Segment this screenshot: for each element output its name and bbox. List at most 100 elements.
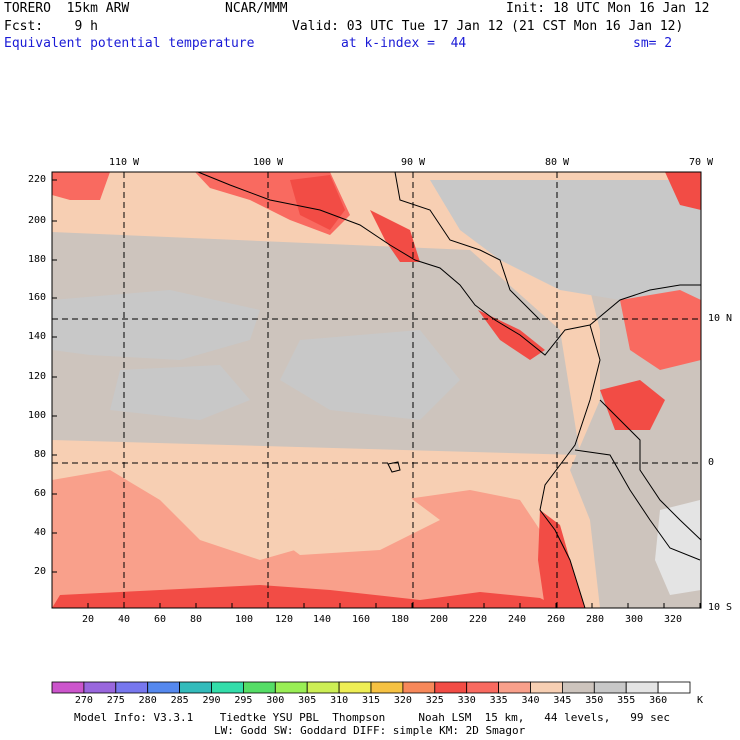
axis-ticks bbox=[52, 179, 701, 608]
x-tick: 80 bbox=[189, 614, 203, 625]
lon-label-70w: 70 W bbox=[688, 157, 714, 168]
colorbar-swatch bbox=[338, 681, 372, 694]
x-tick: 240 bbox=[507, 614, 527, 625]
x-tick: 220 bbox=[468, 614, 488, 625]
forecast-hour: Fcst: 9 h bbox=[4, 19, 98, 34]
field-north-red-1 bbox=[52, 172, 110, 200]
field-name: Equivalent potential temperature bbox=[4, 36, 255, 51]
colorbar-label: 280 bbox=[138, 695, 157, 706]
valid-time: Valid: 03 UTC Tue 17 Jan 12 (21 CST Mon … bbox=[292, 19, 684, 34]
colorbar-label: 300 bbox=[266, 695, 285, 706]
colorbar-swatch bbox=[179, 681, 212, 694]
lon-label-80w: 80 W bbox=[544, 157, 570, 168]
colorbar-swatch bbox=[370, 681, 404, 694]
x-tick: 140 bbox=[312, 614, 332, 625]
model-physics: LW: Godd SW: Goddard DIFF: simple KM: 2D… bbox=[214, 724, 526, 737]
field-andes-light bbox=[655, 500, 701, 595]
colorbar-swatch bbox=[306, 681, 340, 694]
colorbar-swatch bbox=[530, 681, 563, 694]
field-costa-rica-red bbox=[478, 310, 545, 360]
field-lightgrey-3 bbox=[110, 365, 250, 420]
lat-label-10s: 10 S bbox=[708, 602, 733, 613]
y-tick: 80 bbox=[33, 449, 46, 460]
colorbar-label: 285 bbox=[170, 695, 189, 706]
field-venezuela-red bbox=[620, 290, 701, 370]
y-tick: 160 bbox=[27, 292, 46, 303]
field-peru-red bbox=[538, 510, 585, 608]
temperature-field bbox=[52, 172, 701, 608]
x-tick: 180 bbox=[390, 614, 410, 625]
lon-label-110w: 110 W bbox=[108, 157, 140, 168]
y-tick: 180 bbox=[27, 254, 46, 265]
y-tick: 60 bbox=[33, 488, 46, 499]
x-tick: 20 bbox=[81, 614, 95, 625]
field-northeast-red bbox=[665, 172, 701, 210]
colorbar-swatch bbox=[274, 681, 308, 694]
y-tick: 20 bbox=[33, 566, 46, 577]
colorbar-label: 335 bbox=[489, 695, 508, 706]
init-time: Init: 18 UTC Mon 16 Jan 12 bbox=[506, 1, 710, 16]
y-tick: 120 bbox=[27, 371, 46, 382]
colorbar-label: 350 bbox=[585, 695, 604, 706]
lon-label-90w: 90 W bbox=[400, 157, 426, 168]
colorbar-label: 320 bbox=[393, 695, 412, 706]
model-info: Model Info: V3.3.1 Tiedtke YSU PBL Thomp… bbox=[74, 711, 671, 724]
border-andes bbox=[599, 399, 702, 541]
field-south-band bbox=[52, 470, 560, 608]
colorbar-swatch bbox=[466, 681, 500, 694]
colorbar-label: 325 bbox=[425, 695, 444, 706]
coastline-central-america-north bbox=[394, 171, 541, 321]
field-south-peach bbox=[240, 490, 440, 555]
colorbar-unit: K bbox=[697, 695, 704, 706]
field-south-red bbox=[52, 585, 560, 608]
colorbar-swatch bbox=[242, 681, 276, 694]
x-tick: 280 bbox=[585, 614, 605, 625]
colorbar-label: 270 bbox=[74, 695, 93, 706]
level-index: at k-index = 44 bbox=[341, 36, 467, 51]
x-tick: 120 bbox=[274, 614, 294, 625]
lon-label-100w: 100 W bbox=[252, 157, 284, 168]
x-tick: 320 bbox=[663, 614, 683, 625]
colorbar-swatch bbox=[83, 681, 117, 694]
colorbar-label: 360 bbox=[649, 695, 668, 706]
lat-label-0: 0 bbox=[708, 457, 715, 468]
colorbar-swatch bbox=[51, 681, 85, 694]
colorbar-label: 275 bbox=[106, 695, 125, 706]
field-guatemala-red bbox=[370, 210, 420, 262]
x-tick: 100 bbox=[234, 614, 254, 625]
field-caribbean bbox=[430, 180, 701, 300]
y-tick: 220 bbox=[27, 174, 46, 185]
colorbar-swatch bbox=[562, 681, 595, 694]
colorbar-swatch bbox=[115, 681, 149, 694]
colorbar-swatch bbox=[625, 681, 659, 694]
colorbar-swatch bbox=[434, 681, 468, 694]
coastline-south-america-north bbox=[589, 284, 701, 326]
smoothing: sm= 2 bbox=[633, 36, 673, 51]
colorbar-label: 340 bbox=[521, 695, 540, 706]
y-tick: 200 bbox=[27, 215, 46, 226]
graticule bbox=[52, 172, 701, 608]
x-tick: 160 bbox=[351, 614, 371, 625]
coastline-central-america bbox=[197, 171, 591, 356]
colorbar-swatch bbox=[593, 681, 627, 694]
colorbar-label: 330 bbox=[457, 695, 476, 706]
colorbar-label: 310 bbox=[330, 695, 349, 706]
organization: NCAR/MMM bbox=[225, 1, 288, 16]
colorbar-label: 355 bbox=[617, 695, 636, 706]
border-interior bbox=[574, 449, 701, 561]
field-lightgrey-2 bbox=[280, 330, 460, 420]
colorbar-swatch bbox=[402, 681, 436, 694]
x-tick: 300 bbox=[624, 614, 644, 625]
x-tick: 260 bbox=[546, 614, 566, 625]
colorbar-label: 290 bbox=[202, 695, 221, 706]
coastline-south-america-west bbox=[539, 324, 601, 609]
field-mexico-red bbox=[290, 175, 345, 230]
colorbar-label: 305 bbox=[298, 695, 317, 706]
colorbar-swatch bbox=[498, 681, 531, 694]
colorbar-label: 345 bbox=[553, 695, 572, 706]
colorbar-swatch bbox=[211, 681, 244, 694]
y-tick: 100 bbox=[27, 410, 46, 421]
y-tick: 140 bbox=[27, 331, 46, 342]
